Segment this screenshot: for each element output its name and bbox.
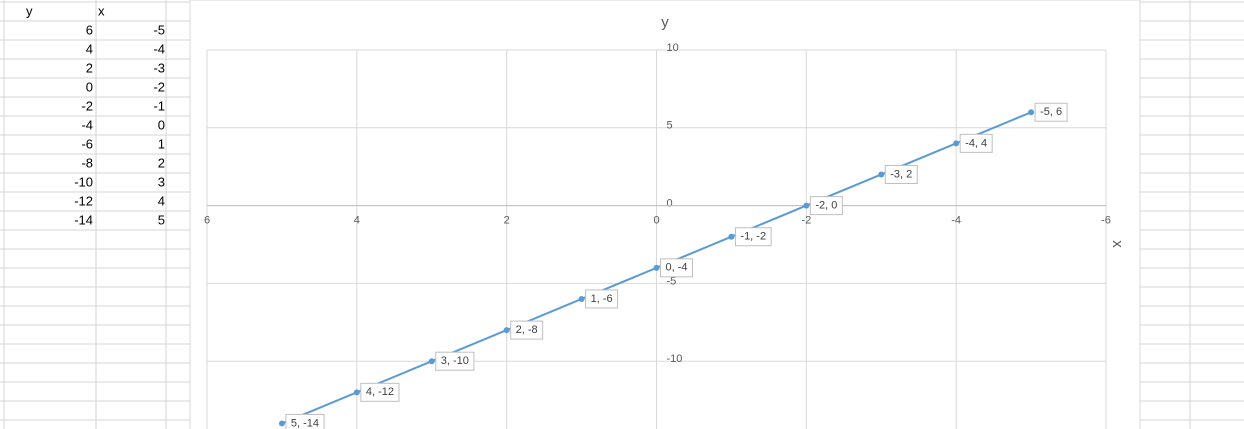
y-axis-title: y xyxy=(661,14,669,31)
cell: -3 xyxy=(153,60,165,75)
data-point xyxy=(803,202,810,209)
cell: 1 xyxy=(158,136,165,151)
y-tick-label: 0 xyxy=(667,198,673,210)
data-label: 3, -10 xyxy=(441,355,469,367)
x-tick-label: 6 xyxy=(204,215,210,227)
data-point xyxy=(578,295,585,302)
cell: 5 xyxy=(158,212,165,227)
data-label: -2, 0 xyxy=(815,200,837,212)
x-tick-label: 2 xyxy=(504,215,510,227)
x-tick-label: -4 xyxy=(951,215,961,227)
cell: -8 xyxy=(81,155,93,170)
cell: 4 xyxy=(158,193,165,208)
cell: 2 xyxy=(158,155,165,170)
data-point xyxy=(878,171,885,178)
header-cell: y xyxy=(26,3,33,18)
data-point xyxy=(728,233,735,240)
data-point xyxy=(953,140,960,147)
x-tick-label: -6 xyxy=(1101,215,1111,227)
cell: 3 xyxy=(158,174,165,189)
x-tick-label: 0 xyxy=(653,215,659,227)
data-point xyxy=(428,358,435,365)
cell: -4 xyxy=(81,117,93,132)
data-label: -4, 4 xyxy=(965,137,987,149)
data-point xyxy=(653,264,660,271)
data-label-box xyxy=(510,320,544,340)
cell: -2 xyxy=(153,79,165,94)
cell: -4 xyxy=(153,41,165,56)
header-cell: x xyxy=(98,3,105,18)
cell: -5 xyxy=(153,22,165,37)
cell: 6 xyxy=(86,22,93,37)
cell: -2 xyxy=(81,98,93,113)
data-label-box xyxy=(660,258,694,278)
y-tick-label: 5 xyxy=(667,120,673,132)
data-point xyxy=(353,389,360,396)
data-label: 0, -4 xyxy=(666,262,688,274)
data-label: 2, -8 xyxy=(516,324,538,336)
x-tick-label: -2 xyxy=(801,215,811,227)
chart: y x -10 -5 0 5 10 6 4 2 0 -2 -4 -6 -5, 6 -4, 4 -3, 2 -2… xyxy=(204,14,1126,429)
y-tick-label: -10 xyxy=(667,353,683,365)
cell: -14 xyxy=(74,212,93,227)
cell: 0 xyxy=(86,79,93,94)
data-point xyxy=(503,327,510,334)
cell: 4 xyxy=(86,41,93,56)
y-tick-label: -5 xyxy=(667,275,677,287)
data-label-box xyxy=(360,382,400,402)
y-tick-label: 10 xyxy=(667,42,679,54)
data-point xyxy=(278,420,285,427)
data-label-box xyxy=(1034,102,1068,122)
data-label: -3, 2 xyxy=(890,168,912,180)
data-label-box xyxy=(435,351,475,371)
data-label-box xyxy=(959,133,993,153)
data-label-box xyxy=(809,196,843,216)
data-label: -1, -2 xyxy=(740,231,766,243)
cell: -6 xyxy=(81,136,93,151)
x-tick-label: 4 xyxy=(354,215,360,227)
data-label-box xyxy=(884,164,918,184)
data-label-box xyxy=(285,413,325,429)
cell: -12 xyxy=(74,193,93,208)
data-label: 4, -12 xyxy=(366,386,394,398)
data-label-box xyxy=(734,227,772,247)
cell: 2 xyxy=(86,60,93,75)
x-axis-title: x xyxy=(1109,240,1126,248)
cell: -10 xyxy=(74,174,93,189)
cell: -1 xyxy=(153,98,165,113)
data-point xyxy=(1028,109,1035,116)
data-label: -5, 6 xyxy=(1040,106,1062,118)
data-label-box xyxy=(585,289,619,309)
cell: 0 xyxy=(158,117,165,132)
data-label: 1, -6 xyxy=(591,293,613,305)
chart-area[interactable] xyxy=(189,0,1141,429)
data-label: 5, -14 xyxy=(291,417,319,429)
